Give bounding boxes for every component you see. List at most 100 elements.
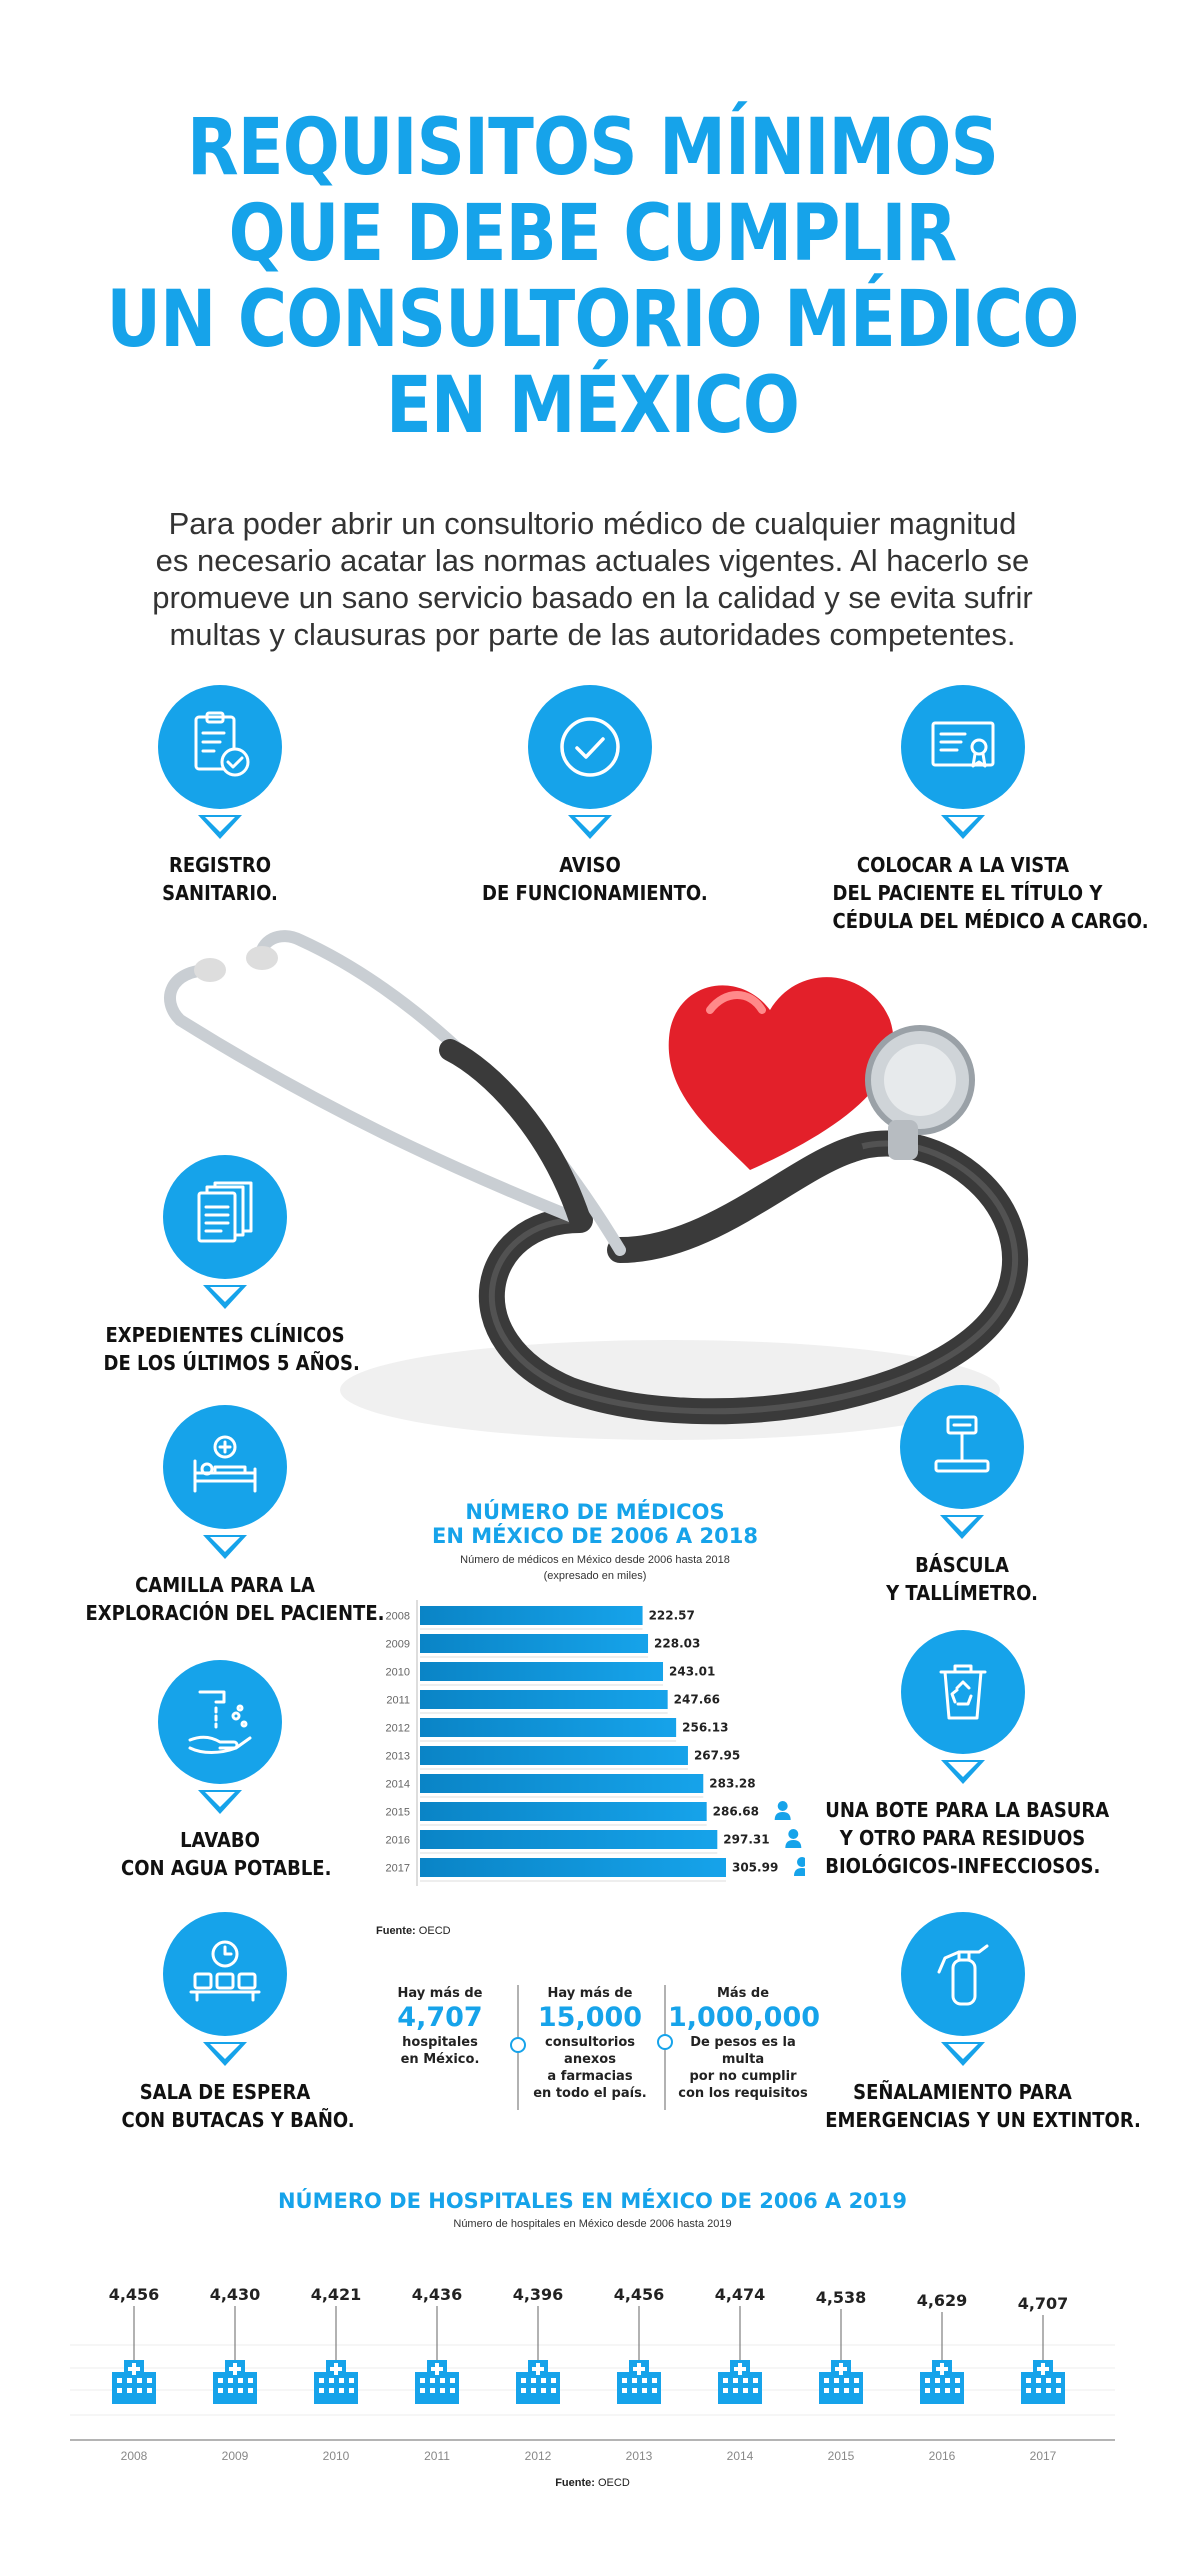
- building-window: [147, 2388, 152, 2393]
- tick-label: 2013: [386, 1751, 410, 1763]
- stat-pre: Más de: [716, 1986, 770, 2001]
- tick-label: 2012: [525, 2449, 552, 2463]
- label-line: BIOLÓGICOS-INFECCIOSOS.: [825, 1854, 1101, 1878]
- requirement-label: SALA DE ESPERA CON BUTACAS Y BAÑO.: [121, 2078, 355, 2134]
- label-line: CON BUTACAS Y BAÑO.: [121, 2108, 355, 2132]
- label-line: SANITARIO.: [162, 881, 278, 905]
- documents-icon: [197, 1181, 253, 1243]
- building-window: [824, 2378, 829, 2383]
- doctors-bar-chart: 2008 222.57 2009 228.03 2010 243.01 2011 247.66…: [386, 1600, 805, 1886]
- requirement-label: COLOCAR A LA VISTA DEL PACIENTE EL TÍTUL…: [832, 851, 1149, 935]
- building-window: [228, 2378, 233, 2383]
- requirement-icon-badge: [900, 1630, 1025, 1754]
- building-cross: [229, 2363, 241, 2375]
- label-line: DEL PACIENTE EL TÍTULO Y: [832, 881, 1103, 905]
- tick-label: 2015: [828, 2449, 855, 2463]
- stat-line: a farmacias: [547, 2069, 633, 2084]
- building-window: [1056, 2378, 1061, 2383]
- stat-value: 1,000,000: [668, 2002, 821, 2033]
- requirement-camilla: CAMILLA PARA LA EXPLORACIÓN DEL PACIENTE…: [70, 1405, 384, 1627]
- requirement-expedientes: EXPEDIENTES CLÍNICOS DE LOS ÚLTIMOS 5 AÑ…: [90, 1155, 360, 1377]
- building-window: [743, 2378, 748, 2383]
- label-line: LAVABO: [180, 1828, 260, 1852]
- building-window: [521, 2378, 526, 2383]
- building-cross: [936, 2363, 948, 2375]
- tick-label: 2009: [222, 2449, 249, 2463]
- data-label: 305.99: [732, 1861, 778, 1875]
- label-line: UNA BOTE PARA LA BASURA: [825, 1798, 1110, 1822]
- building-window: [723, 2388, 728, 2393]
- building-window: [349, 2388, 354, 2393]
- label-line: DE LOS ÚLTIMOS 5 AÑOS.: [103, 1351, 360, 1375]
- down-arrow-icon: [568, 815, 612, 839]
- data-label: 243.01: [669, 1665, 715, 1679]
- building-window: [824, 2388, 829, 2393]
- waiting-room-icon: [189, 1940, 261, 2002]
- doctor-body: [785, 1840, 802, 1848]
- requirement-label: REGISTRO SANITARIO.: [130, 851, 310, 907]
- data-label: 267.95: [694, 1749, 740, 1763]
- data-label: 4,474: [715, 2285, 766, 2304]
- label-line: Y TALLÍMETRO.: [886, 1581, 1038, 1605]
- doctors-chart-subtitle: Número de médicos en México desde 2006 h…: [420, 1552, 770, 1584]
- building-window: [238, 2378, 243, 2383]
- requirement-aviso-funcionamiento: AVISO DE FUNCIONAMIENTO.: [470, 685, 710, 907]
- doctor-head: [777, 1801, 788, 1811]
- doctors-chart-title: NÚMERO DE MÉDICOS EN MÉXICO DE 2006 A 20…: [420, 1500, 770, 1548]
- bar: [420, 1606, 643, 1625]
- chart-title-line: NÚMERO DE MÉDICOS: [465, 1500, 725, 1524]
- page-title: REQUISITOS MÍNIMOS QUE DEBE CUMPLIR UN C…: [0, 105, 1185, 449]
- building-window: [955, 2388, 960, 2393]
- chart-title-line: EN MÉXICO DE 2006 A 2018: [432, 1524, 758, 1548]
- down-arrow-icon: [940, 1760, 985, 1784]
- building-window: [1046, 2378, 1051, 2383]
- hospitals-chart-subtitle: Número de hospitales en México desde 200…: [453, 2218, 732, 2230]
- tick-label: 2017: [386, 1863, 410, 1875]
- tick-label: 2009: [386, 1639, 410, 1651]
- stat-line: en México.: [400, 2052, 480, 2067]
- hospital-building-icon: [213, 2360, 257, 2404]
- title-line: REQUISITOS MÍNIMOS: [186, 103, 999, 193]
- building-window: [440, 2378, 445, 2383]
- building-window: [127, 2388, 132, 2393]
- building-window: [137, 2378, 142, 2383]
- requirement-icon-badge: [901, 685, 1025, 809]
- building-window: [1046, 2388, 1051, 2393]
- hospital-building-icon: [1021, 2360, 1065, 2404]
- bar: [420, 1718, 677, 1737]
- building-window: [117, 2388, 122, 2393]
- intro-line: multas y clausuras por parte de las auto…: [169, 617, 1016, 652]
- building-window: [329, 2378, 334, 2383]
- building-window: [521, 2388, 526, 2393]
- building-window: [551, 2388, 556, 2393]
- data-label: 4,456: [614, 2285, 665, 2304]
- building-window: [844, 2388, 849, 2393]
- stat-line: en todo el país.: [533, 2086, 647, 2101]
- doctor-head: [796, 1857, 805, 1867]
- requirement-label: AVISO DE FUNCIONAMIENTO.: [482, 851, 708, 907]
- data-label: 222.57: [649, 1609, 695, 1623]
- hospital-building-icon: [920, 2360, 964, 2404]
- building-window: [541, 2378, 546, 2383]
- tick-label: 2011: [424, 2449, 450, 2463]
- building-window: [349, 2378, 354, 2383]
- stat-consultorios: Hay más de 15,000 consultorios anexos a …: [520, 1985, 660, 2102]
- label-line: EMERGENCIAS Y UN EXTINTOR.: [825, 2108, 1141, 2132]
- down-arrow-icon: [198, 815, 242, 839]
- building-window: [420, 2388, 425, 2393]
- hospitals-chart-source: Fuente: OECD: [0, 2477, 1185, 2489]
- building-cross: [1037, 2363, 1049, 2375]
- building-window: [117, 2378, 122, 2383]
- building-window: [854, 2378, 859, 2383]
- hospital-building-icon: [718, 2360, 762, 2404]
- down-arrow-icon: [203, 1535, 247, 1559]
- requirement-icon-badge: [528, 685, 652, 809]
- tick-label: 2015: [386, 1807, 410, 1819]
- chart-subtitle-line: (expresado en miles): [543, 1570, 647, 1582]
- bar: [420, 1802, 707, 1821]
- hospital-building-icon: [617, 2360, 661, 2404]
- building-window: [642, 2378, 647, 2383]
- label-line: COLOCAR A LA VISTA: [856, 853, 1070, 877]
- data-label: 4,456: [109, 2285, 160, 2304]
- building-cross: [128, 2363, 140, 2375]
